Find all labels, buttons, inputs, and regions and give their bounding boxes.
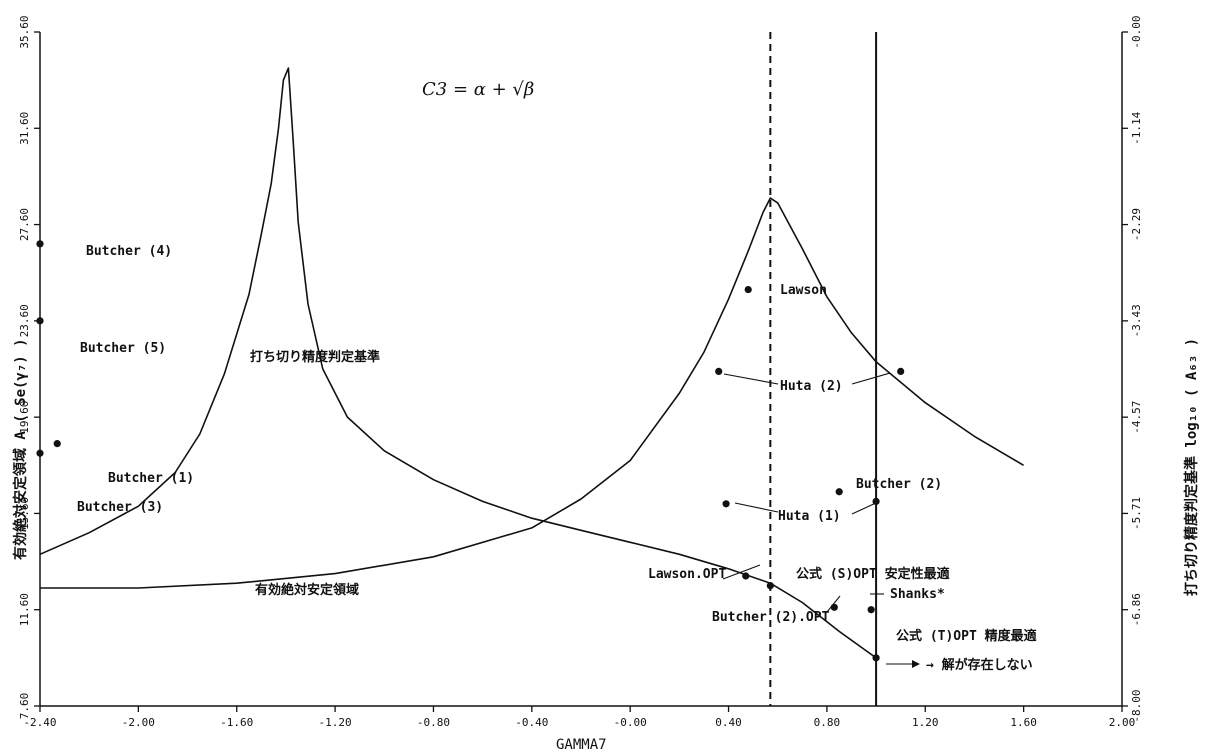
leader-lawson-opt xyxy=(722,564,761,580)
x-tick-label: -1.20 xyxy=(319,716,352,729)
leader-huta1-left xyxy=(734,502,779,513)
y-left-tick-label: 31.60 xyxy=(18,112,31,145)
x-tick-label: 1.60 xyxy=(1010,716,1037,729)
x-ticks: -2.40 -2.00 -1.60 -1.20 -0.80 -0.40 -0.00 0.40 0… xyxy=(23,706,1135,729)
reference-lines xyxy=(769,32,878,706)
label-no-solution: → 解が存在しない xyxy=(926,657,1033,673)
x-tick-label: -2.00 xyxy=(122,716,155,729)
data-point xyxy=(53,440,61,448)
label-butcher-4: Butcher (4) xyxy=(86,244,172,259)
y-right-tick-label: -0.00 xyxy=(1130,15,1143,48)
y-right-tick-label: -1.14 xyxy=(1130,111,1143,144)
x-tick-label: -0.80 xyxy=(417,716,450,729)
y-right-tick-label: -6.86 xyxy=(1130,593,1143,626)
y-right-tick-label: -5.71 xyxy=(1130,497,1143,530)
data-points xyxy=(36,240,905,662)
leader-no-solution-arrowhead xyxy=(912,660,920,668)
y-right-tick-label: -3.43 xyxy=(1130,304,1143,337)
label-butcher-3: Butcher (3) xyxy=(77,500,163,515)
y-left-tick-label: 23.60 xyxy=(18,304,31,337)
y-right-tick-label: -8.00 xyxy=(1130,689,1143,722)
data-point xyxy=(872,497,880,505)
data-point xyxy=(766,582,774,590)
data-point xyxy=(872,654,880,662)
data-point xyxy=(742,572,750,580)
data-point xyxy=(36,449,44,457)
formula: C3 = α + √β xyxy=(422,79,534,100)
y-axis-title-left: 有効絶対安定領域 A ( Se(γ₇) ) xyxy=(12,338,29,560)
leader-huta2-right xyxy=(851,372,891,385)
y-left-tick-label: 19.60 xyxy=(18,401,31,434)
y-axis-title-right: 打ち切り精度判定基準 log₁₀ ( A₆₃ ) xyxy=(1183,338,1200,596)
x-tick-label: 0.80 xyxy=(814,716,841,729)
axes-frame xyxy=(39,32,1123,707)
label-stability-curve: 有効絶対安定領域 xyxy=(255,582,359,598)
truncation-criterion-curve xyxy=(39,67,877,659)
y-left-tick-label: 35.60 xyxy=(18,15,31,48)
y-left-tick-label: 27.60 xyxy=(18,208,31,241)
curves xyxy=(39,67,1025,659)
x-tick-label: 1.20 xyxy=(912,716,939,729)
label-truncation-curve: 打ち切り精度判定基準 xyxy=(250,349,380,365)
label-butcher-2: Butcher (2) xyxy=(856,477,942,492)
data-point xyxy=(744,285,752,294)
y-left-tick-label: 11.60 xyxy=(18,593,31,626)
data-point xyxy=(722,500,730,508)
label-butcher-5: Butcher (5) xyxy=(80,341,166,356)
y-left-tick-label: 15.60 xyxy=(18,497,31,530)
leader-huta2-left xyxy=(723,373,779,385)
label-huta-1: Huta (1) xyxy=(778,509,841,524)
x-tick-label: -0.40 xyxy=(515,716,548,729)
label-huta-2: Huta (2) xyxy=(780,379,843,394)
data-point xyxy=(36,240,44,248)
data-point xyxy=(36,317,44,325)
label-butcher-1: Butcher (1) xyxy=(108,471,194,486)
data-point xyxy=(835,488,843,496)
data-point xyxy=(830,603,838,611)
y-ticks-left: 7.60 11.60 15.60 19.60 23.60 27.60 31.60 35.60 xyxy=(18,15,40,719)
x-tick-label: 2.00 xyxy=(1109,716,1136,729)
x-tick-label: -2.40 xyxy=(23,716,56,729)
y-right-tick-label: -4.57 xyxy=(1130,401,1143,434)
label-lawson-opt: Lawson.OPT xyxy=(648,567,726,582)
label-formula-t-opt: 公式 (T)OPT 精度最適 xyxy=(896,628,1037,644)
y-ticks-right: -8.00 -6.86 -5.71 -4.57 -3.43 -2.29 -1.14 -0.00 xyxy=(1122,15,1143,723)
leader-lines xyxy=(722,372,920,668)
label-butcher-2-opt: Butcher (2).OPT xyxy=(712,610,830,625)
stability-region-curve xyxy=(40,197,1025,589)
x-axis-title: GAMMA7 xyxy=(556,737,607,753)
label-shanks: Shanks* xyxy=(890,587,945,602)
x-tick-label: -0.00 xyxy=(614,716,647,729)
label-lawson: Lawson xyxy=(780,283,827,298)
data-point xyxy=(867,606,875,614)
y-left-tick-label: 7.60 xyxy=(18,693,31,720)
label-formula-s-opt: 公式 (S)OPT 安定性最適 xyxy=(796,566,950,582)
x-tick-label: 0.40 xyxy=(715,716,742,729)
data-point xyxy=(715,367,723,376)
y-right-tick-label: -2.29 xyxy=(1130,208,1143,241)
x-tick-label: -1.60 xyxy=(220,716,253,729)
data-point xyxy=(897,367,905,376)
